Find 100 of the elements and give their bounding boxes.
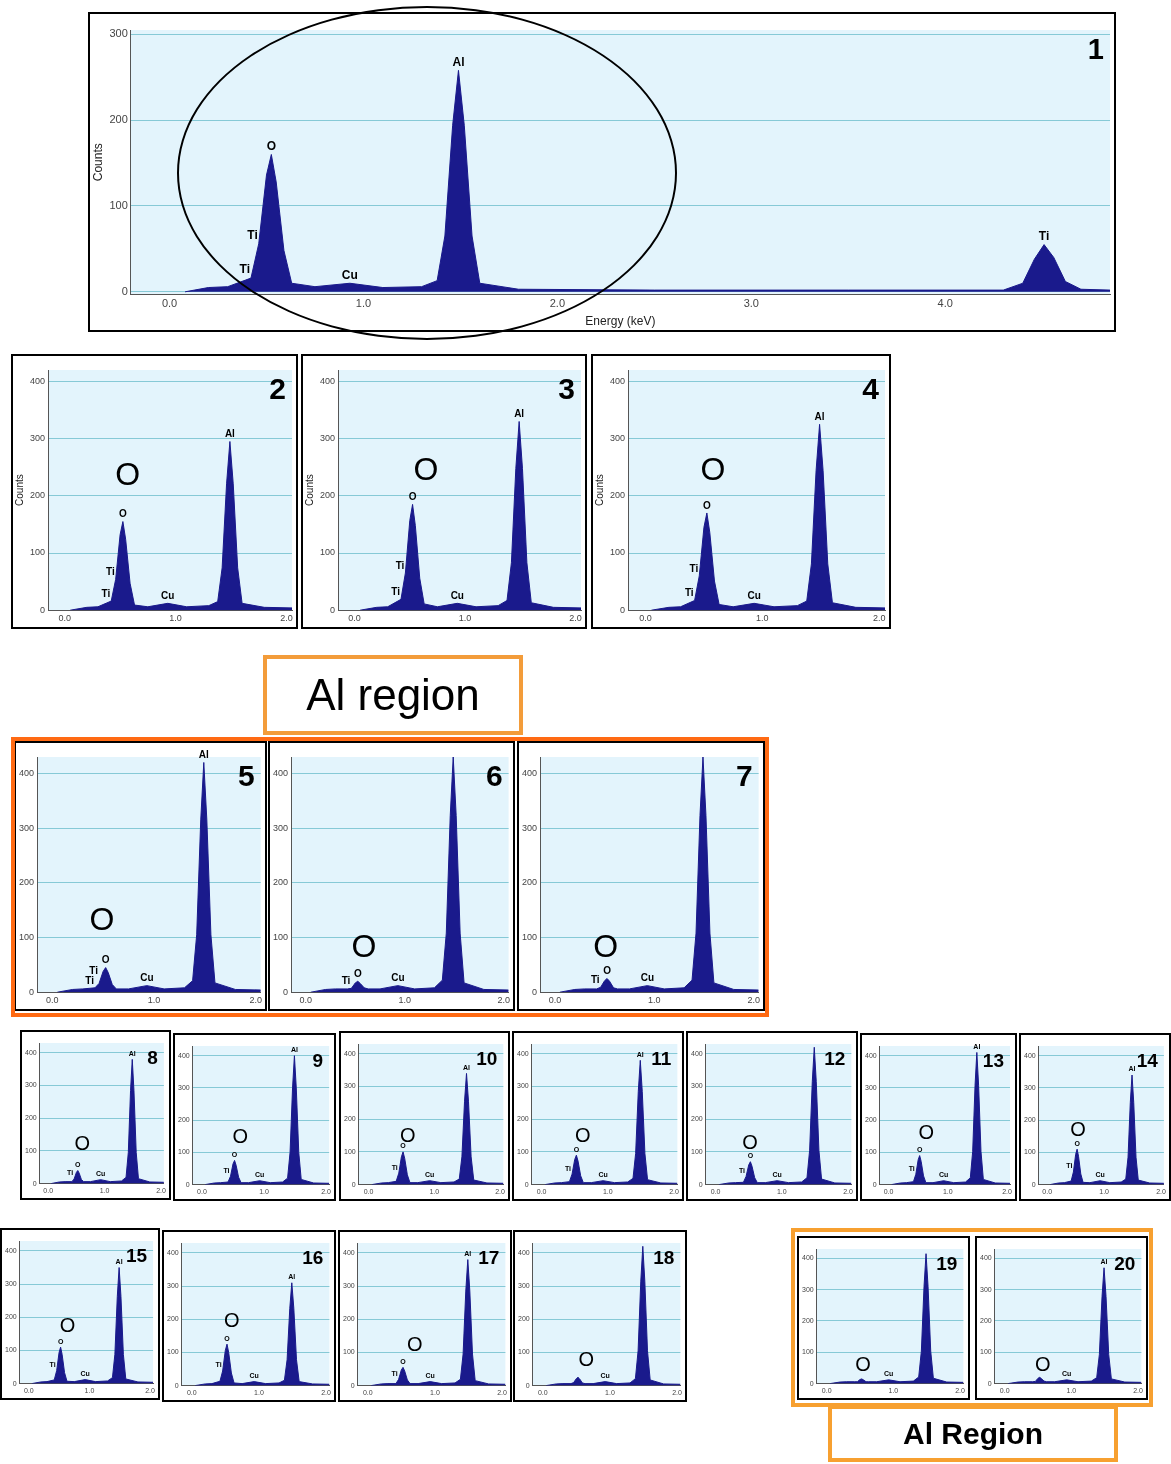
y-tick-label: 400 (521, 767, 538, 778)
y-tick-label: 0 (620, 604, 626, 615)
annotation: O (115, 456, 141, 493)
annotation: Ti (590, 974, 600, 986)
y-tick-label: 200 (18, 877, 35, 888)
annotation: Ti (684, 587, 694, 599)
chart-title: 20 (1114, 1252, 1136, 1274)
y-tick-label: 200 (272, 877, 289, 888)
x-tick-label: 1.0 (355, 297, 372, 310)
annotation: O (408, 491, 417, 503)
y-tick-label: 300 (29, 433, 46, 444)
annotation: O (74, 1131, 91, 1154)
annotation: O (101, 954, 110, 966)
chart-title: 19 (936, 1252, 958, 1274)
annotation: O (742, 1130, 758, 1153)
annotation: O (118, 508, 127, 520)
annotation: O (1070, 1118, 1086, 1141)
x-tick-label: 0.0 (46, 995, 59, 1006)
y-tick-label: 300 (521, 822, 538, 833)
x-tick-label: 1.0 (458, 613, 472, 624)
y-tick-label: 100 (18, 931, 35, 942)
annotation: Ti (101, 587, 111, 599)
annotation: Cu (391, 972, 405, 984)
annotation: Ti (85, 974, 95, 986)
y-tick-label: 100 (521, 931, 538, 942)
y-axis-title: Counts (593, 474, 605, 506)
chart-title: 14 (1136, 1049, 1159, 1071)
annotation: Ti (247, 228, 258, 243)
annotation: O (578, 1348, 595, 1371)
y-tick-label: 400 (272, 767, 289, 778)
chart-title: 4 (862, 372, 880, 406)
chart-title: 8 (147, 1046, 158, 1068)
x-tick-label: 1.0 (147, 995, 161, 1006)
x-tick-label: 4.0 (937, 297, 953, 310)
annotation: Cu (140, 972, 154, 984)
annotation: O (224, 1308, 240, 1331)
y-tick-label: 0 (29, 986, 35, 997)
x-tick-label: 3.0 (743, 297, 759, 310)
x-tick-label: 1.0 (756, 613, 769, 624)
x-tick-label: 2.0 (872, 613, 886, 624)
y-tick-label: 100 (109, 199, 128, 212)
annotation: Cu (747, 590, 761, 602)
annotation: O (700, 450, 726, 487)
y-tick-label: 200 (521, 877, 538, 888)
y-tick-label: 400 (609, 375, 626, 386)
annotation: O (855, 1353, 871, 1376)
chart-title: 3 (558, 372, 575, 406)
y-tick-label: 300 (109, 27, 128, 40)
annotation: Ti (341, 975, 351, 987)
x-tick-label: 1.0 (169, 613, 182, 624)
annotation: O (407, 1332, 423, 1355)
x-tick-label: 0.0 (58, 613, 71, 624)
chart-title: 7 (735, 759, 753, 793)
annotation: O (89, 900, 115, 937)
annotation: Cu (640, 972, 654, 984)
annotation: Al (514, 408, 525, 420)
chart-title: 6 (485, 759, 503, 793)
y-tick-label: 0 (532, 986, 538, 997)
annotation: Ti (689, 562, 699, 574)
annotation: O (59, 1313, 76, 1336)
x-tick-label: 0.0 (639, 613, 652, 624)
annotation: O (266, 138, 277, 153)
annotation: Ti (395, 559, 405, 571)
text: Al region (263, 655, 523, 735)
x-tick-label: 2.0 (747, 995, 760, 1006)
annotation: Ti (105, 566, 115, 578)
y-axis-title: Counts (13, 474, 25, 506)
chart-title: 18 (653, 1246, 675, 1268)
annotation: O (351, 927, 377, 964)
y-tick-label: 400 (18, 767, 35, 778)
y-tick-label: 300 (18, 822, 35, 833)
x-tick-label: 1.0 (398, 995, 412, 1006)
annotation: O (353, 968, 362, 980)
x-tick-label: 2.0 (280, 613, 293, 624)
annotation: O (593, 927, 619, 964)
y-tick-label: 400 (319, 375, 336, 386)
annotation: Cu (161, 590, 175, 602)
annotation: Al (224, 428, 236, 440)
chart-title: 5 (238, 759, 255, 793)
x-tick-label: 2.0 (249, 995, 262, 1006)
x-tick-label: 1.0 (648, 995, 661, 1006)
annotation: Ti (239, 262, 250, 277)
y-tick-label: 400 (29, 375, 46, 386)
y-tick-label: 300 (272, 822, 289, 833)
annotation: O (702, 499, 711, 511)
y-tick-label: 200 (109, 113, 128, 126)
y-tick-label: 200 (609, 490, 626, 501)
y-tick-label: 0 (121, 284, 128, 297)
x-tick-label: 2.0 (497, 995, 510, 1006)
y-axis-title: Counts (303, 474, 315, 506)
y-tick-label: 100 (29, 547, 46, 558)
chart-title: 17 (478, 1246, 500, 1268)
y-tick-label: 0 (330, 604, 336, 615)
chart-title: 12 (824, 1047, 846, 1069)
x-tick-label: 0.0 (348, 613, 361, 624)
x-axis-title: Energy (keV) (585, 314, 656, 329)
chart-title: 1 (1087, 32, 1104, 65)
y-tick-label: 100 (609, 547, 626, 558)
chart-title: 11 (651, 1047, 672, 1069)
x-tick-label: 0.0 (299, 995, 313, 1006)
